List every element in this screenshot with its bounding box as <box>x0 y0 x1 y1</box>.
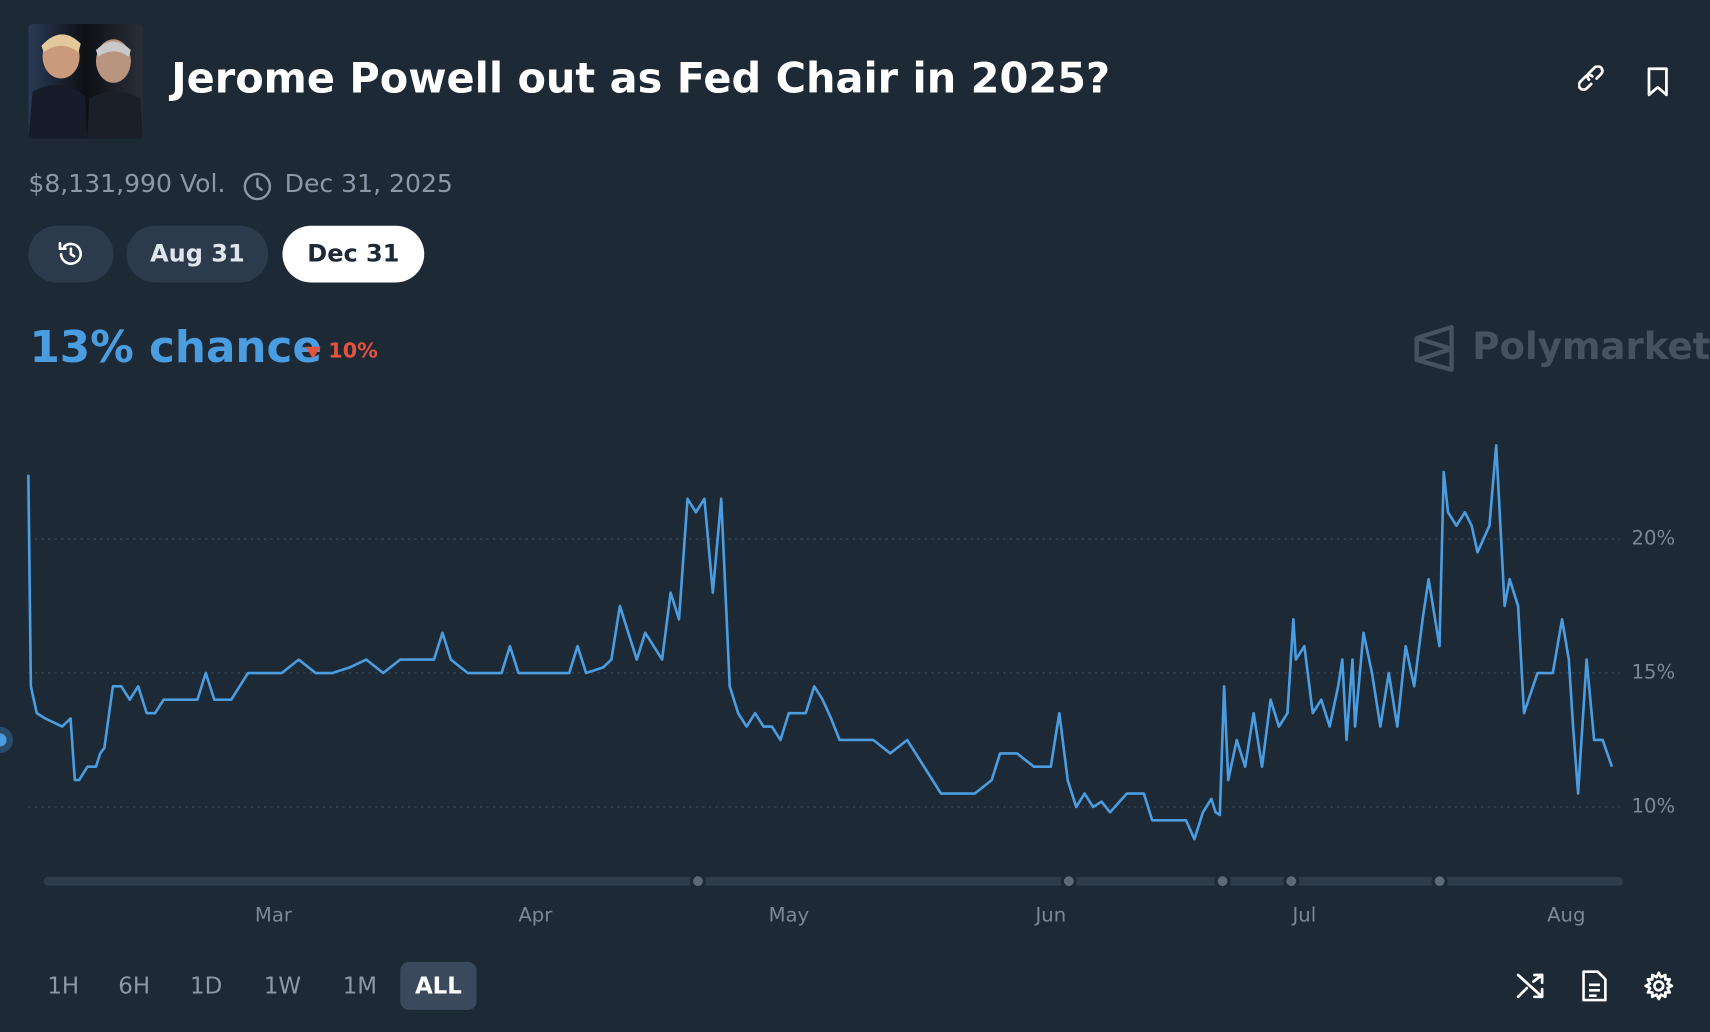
range-tab[interactable]: 6H <box>118 972 151 999</box>
down-arrow <box>305 346 321 359</box>
chance-change: 10% <box>328 339 378 364</box>
x-tick-label: Aug <box>1547 904 1585 927</box>
range-tab[interactable]: 1D <box>190 972 223 999</box>
x-tick-label: Jul <box>1290 904 1316 927</box>
price-line <box>27 443 1614 841</box>
range-tab[interactable]: 1M <box>342 972 378 999</box>
history-icon <box>58 241 82 265</box>
market-image <box>28 23 143 139</box>
scrub-dot <box>1060 873 1077 890</box>
brand-logo <box>1414 324 1454 372</box>
scrub-dot <box>1431 873 1448 890</box>
history-button[interactable] <box>28 225 114 283</box>
range-tab[interactable]: 1H <box>47 972 80 999</box>
y-tick-label: 20% <box>1632 527 1676 550</box>
bookmark-icon[interactable] <box>1645 65 1676 98</box>
brand-name: Polymarket <box>1472 324 1710 369</box>
copy-link-icon[interactable] <box>1578 65 1611 98</box>
x-tick-label: Apr <box>518 904 553 927</box>
shuffle-icon[interactable] <box>1514 970 1547 1003</box>
settings-icon[interactable] <box>1642 970 1675 1003</box>
chance-label: 13% chance <box>29 322 322 373</box>
x-tick-label: May <box>769 904 810 927</box>
scrub-dot <box>1214 873 1231 890</box>
clock-icon <box>243 172 272 201</box>
date-tab[interactable]: Aug 31 <box>126 225 269 283</box>
date-tab[interactable]: Dec 31 <box>282 225 425 283</box>
y-tick-label: 10% <box>1632 794 1676 817</box>
end-point <box>0 733 7 747</box>
scrub-dot <box>1283 873 1300 890</box>
scrub-dot <box>689 873 707 890</box>
volume: $8,131,990 Vol. <box>28 170 226 199</box>
range-tab[interactable]: ALL <box>400 961 477 1010</box>
range-tab[interactable]: 1W <box>263 972 302 999</box>
price-chart: 10% 15% 20% Mar Apr May Jun Jul Aug <box>0 443 1676 927</box>
market-title: Jerome Powell out as Fed Chair in 2025? <box>171 54 1111 103</box>
end-date: Dec 31, 2025 <box>284 170 453 199</box>
y-tick-label: 15% <box>1632 660 1676 683</box>
x-tick-label: Mar <box>255 904 293 927</box>
document-icon[interactable] <box>1580 970 1608 1003</box>
x-tick-label: Jun <box>1033 904 1066 927</box>
